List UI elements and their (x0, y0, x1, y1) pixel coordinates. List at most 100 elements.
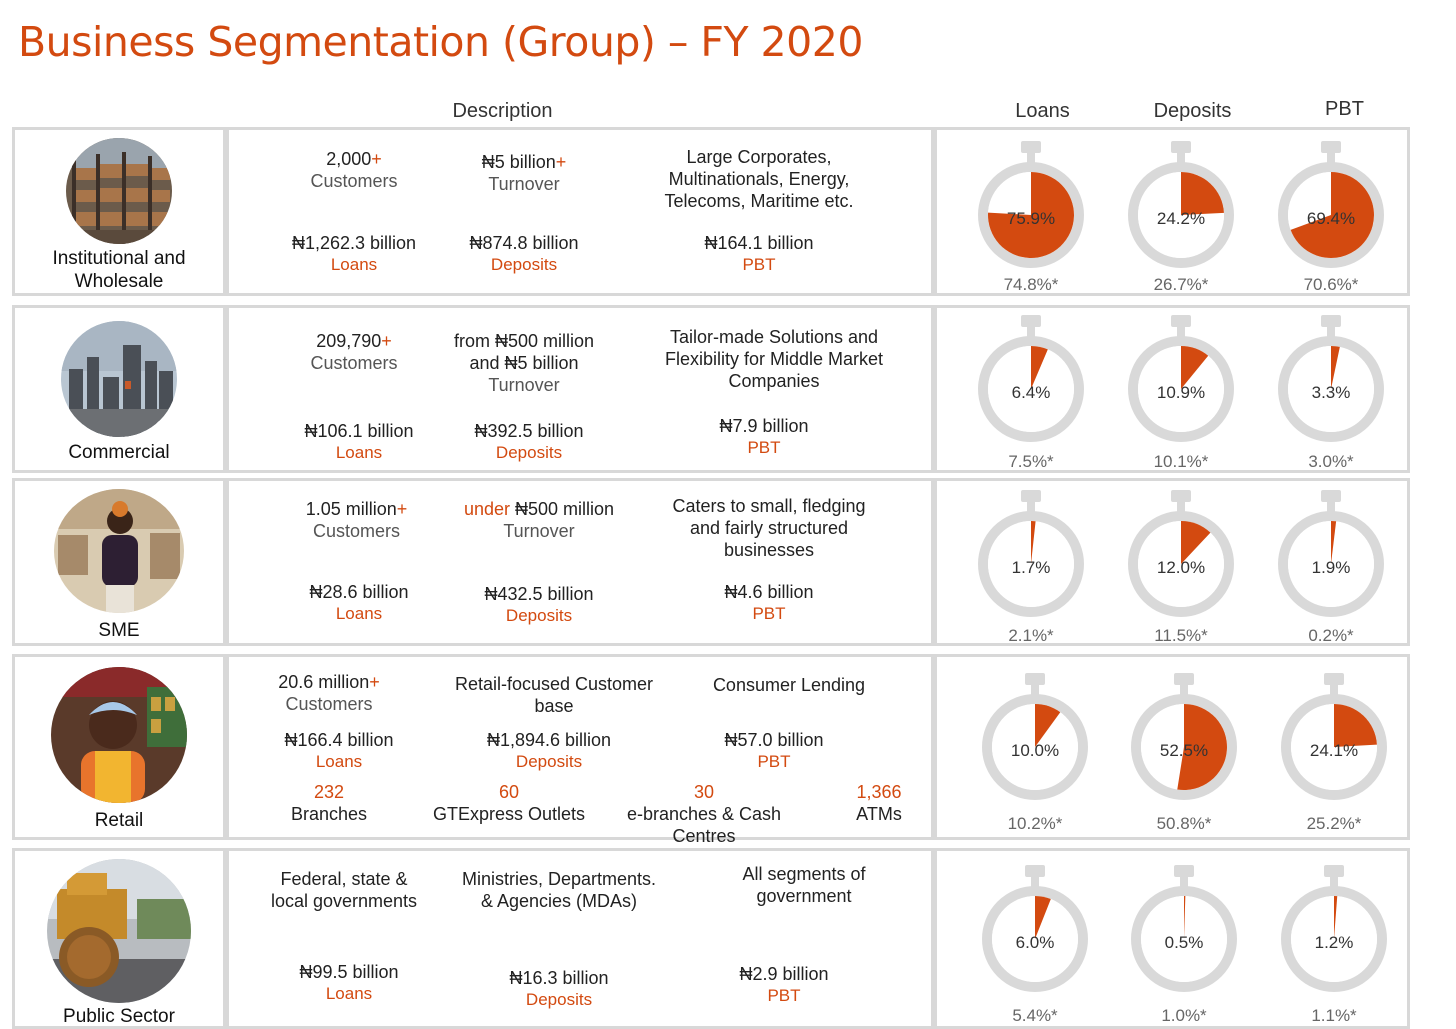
customers-stat: 209,790+ Customers (310, 331, 398, 373)
share-charts-cell: 6.0% 0.5% 1.2% 5.4%* 1.0%* 1.1%* (934, 848, 1410, 1029)
deposits-share-gauge: 12.0% (1121, 486, 1241, 621)
deposits-stat: ₦1,894.6 billion Deposits (486, 730, 612, 771)
gauge-ring (1131, 694, 1237, 800)
pbt-prior-year: 0.2%* (1308, 626, 1354, 645)
loans-stat: ₦166.4 billion Loans (284, 730, 394, 771)
stopwatch-gauge-icon (1128, 315, 1234, 442)
turnover-stat: ₦5 billion+ Turnover (481, 152, 567, 194)
pbt-share-gauge: 3.3% (1271, 311, 1391, 446)
gauge-ring (1128, 336, 1234, 442)
stopwatch-knob (1324, 673, 1344, 685)
segment-cell: Public Sector (12, 848, 226, 1029)
stopwatch-knob (1021, 490, 1041, 502)
deposits-stat: ₦16.3 billion Deposits (509, 968, 609, 1009)
share-slice (1290, 172, 1374, 258)
deposits-prior-year: 50.8%* (1156, 814, 1212, 833)
stopwatch-gauge-icon (1278, 490, 1384, 617)
description-cell: 20.6 million+ Customers Retail-focused C… (226, 654, 934, 846)
description-cell: 2,000+ Customers ₦5 billion+ Turnover La… (226, 127, 934, 296)
segment-name: Institutional and Wholesale (52, 248, 186, 292)
segment-cell: Retail (12, 654, 226, 840)
stopwatch-stem (1327, 500, 1335, 514)
gauge-ring (982, 886, 1088, 992)
share-percent-label: 1.7% (1011, 558, 1051, 577)
pbt-stat: ₦4.6 billion PBT (724, 582, 814, 623)
share-slice (1334, 896, 1338, 939)
share-slice (1334, 704, 1377, 747)
stopwatch-knob (1171, 490, 1191, 502)
stopwatch-gauge-icon (1281, 673, 1387, 800)
segment-row-commercial: Commercial 209,790+ Customers from ₦500 … (12, 305, 1410, 473)
segment-focus-customer: Retail-focused Customer base (454, 674, 654, 716)
stopwatch-knob (1324, 865, 1344, 877)
share-charts-cell: 10.0% 52.5% 24.1% 10.2%* 50.8%* 25.2%* (934, 654, 1410, 840)
stopwatch-stem (1177, 151, 1185, 165)
segment-focus: Tailor-made Solutions and Flexibility for… (664, 327, 884, 391)
loans-prior-year: 2.1%* (1008, 626, 1054, 645)
pbt-prior-year: 25.2%* (1306, 814, 1362, 833)
customers-stat: 20.6 million+ Customers (278, 672, 380, 714)
segment-cell: Institutional and Wholesale (12, 127, 226, 296)
loans-stat: ₦28.6 billion Loans (309, 582, 409, 623)
channel-branches: 232 Branches (290, 782, 368, 824)
share-percent-label: 3.3% (1311, 383, 1351, 402)
customers-stat: 2,000+ Customers (310, 149, 398, 191)
segment-row-sme: SME 1.05 million+ Customers under ₦500 m… (12, 478, 1410, 646)
share-percent-label: 75.9% (1006, 209, 1056, 228)
column-header-deposits: Deposits (1153, 100, 1232, 122)
loans-prior-year: 10.2%* (1007, 814, 1063, 833)
channel-ebranches: 30 e-branches & Cash Centres (626, 782, 782, 846)
share-percent-label: 24.1% (1309, 741, 1359, 760)
share-slice (1181, 172, 1224, 215)
page-title: Business Segmentation (Group) – FY 2020 (18, 18, 863, 66)
share-percent-label: 0.5% (1164, 933, 1204, 952)
stopwatch-gauge-icon (1128, 141, 1234, 268)
pbt-share-gauge: 1.2% (1274, 861, 1394, 996)
deposits-stat: ₦874.8 billion Deposits (469, 233, 579, 274)
stopwatch-knob (1174, 865, 1194, 877)
gauge-ring (1278, 511, 1384, 617)
share-percent-label: 10.0% (1010, 741, 1060, 760)
stopwatch-gauge-icon (1131, 865, 1237, 992)
stopwatch-gauge-icon (1131, 673, 1237, 800)
share-charts-cell: 75.9% 24.2% 69.4% 74.8%* 26.7%* 70.6%* (934, 127, 1410, 296)
channel-atms: 1,366 ATMs (856, 782, 902, 824)
loans-share-gauge: 6.0% (975, 861, 1095, 996)
share-percent-label: 1.2% (1314, 933, 1354, 952)
stopwatch-knob (1321, 315, 1341, 327)
segment-name: Public Sector (63, 1006, 175, 1027)
segment-name: Commercial (68, 442, 170, 463)
share-percent-label: 10.9% (1156, 383, 1206, 402)
share-slice (1031, 521, 1036, 564)
gauge-ring (1278, 162, 1384, 268)
stopwatch-gauge-icon (982, 865, 1088, 992)
stopwatch-stem (1180, 683, 1188, 697)
stopwatch-knob (1021, 315, 1041, 327)
stopwatch-stem (1027, 151, 1035, 165)
stopwatch-stem (1031, 683, 1039, 697)
share-percent-label: 69.4% (1306, 209, 1356, 228)
stopwatch-stem (1330, 683, 1338, 697)
shop-owner-photo-icon (54, 489, 184, 613)
stopwatch-knob (1174, 673, 1194, 685)
stopwatch-stem (1327, 151, 1335, 165)
deposits-stat: ₦392.5 billion Deposits (474, 421, 584, 462)
segment-focus-lending: Consumer Lending (712, 675, 866, 695)
channel-gtexpress: 60 GTExpress Outlets (432, 782, 586, 824)
city-skyline-photo-icon (61, 321, 177, 437)
segment-cell: Commercial (12, 305, 226, 473)
stopwatch-stem (1031, 875, 1039, 889)
share-percent-label: 6.0% (1015, 933, 1055, 952)
loans-prior-year: 74.8%* (1003, 275, 1059, 294)
segment-row-public-sector: Public Sector Federal, state & local gove… (12, 848, 1410, 1029)
gauge-ring (1131, 886, 1237, 992)
pbt-stat: ₦2.9 billion PBT (739, 964, 829, 1005)
stopwatch-knob (1021, 141, 1041, 153)
description-cell: 1.05 million+ Customers under ₦500 milli… (226, 478, 934, 646)
segment-name: SME (98, 620, 140, 641)
gauge-ring (978, 162, 1084, 268)
turnover-stat: from ₦500 million and ₦5 billion Turnover (453, 331, 595, 395)
share-slice (1031, 346, 1048, 389)
loans-share-gauge: 10.0% (975, 669, 1095, 804)
stopwatch-stem (1330, 875, 1338, 889)
